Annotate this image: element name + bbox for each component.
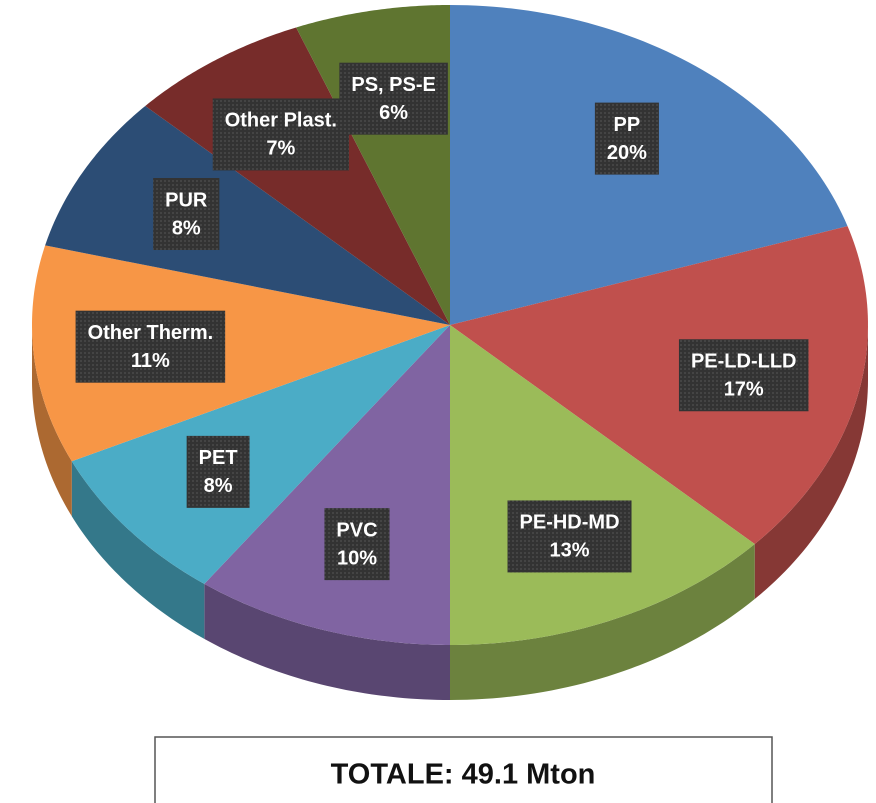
slice-label: PS, PS-E [351,74,435,96]
label-box [678,339,809,412]
pie-top [32,5,868,645]
label-box [594,102,659,175]
slice-value-label: 17% [724,379,764,401]
slice-value-label: 8% [204,475,233,497]
slice [45,105,451,326]
slice-label: PUR [165,189,208,211]
label-box [212,98,349,171]
slice-label: PE-HD-MD [520,512,620,534]
slice [71,325,451,584]
slice-value-label: 8% [172,217,201,239]
label-box [507,500,632,573]
slice [450,226,868,545]
slice-value-label: 7% [266,138,295,160]
slice-side [754,325,868,600]
slice-value-label: 20% [607,142,647,164]
slice-side [204,583,450,700]
slice-label: Other Therm. [88,322,214,344]
slice-label: PP [614,114,641,136]
label-box [186,435,250,508]
slice [32,245,450,462]
label-box [153,178,220,251]
slice-side [450,544,755,700]
slice-label: PVC [336,519,377,541]
slice-value-label: 10% [337,547,377,569]
slice-value-label: 13% [550,540,590,562]
slice-value-label: 11% [131,350,170,372]
label-box [75,310,226,383]
slice-labels: PP 20% PE-LD-LLD 17% PE-HD-MD 13% PVC 10% PET 8% O… [75,62,809,581]
pie-sides [32,325,868,700]
label-box [339,62,448,135]
slice-side [32,325,72,517]
slice-label: PET [199,447,238,469]
slice-label: Other Plast. [225,110,337,132]
slice-value-label: 6% [379,102,408,124]
slice-label: PE-LD-LLD [691,351,797,373]
title-box [154,736,773,803]
label-box [324,508,390,581]
slice-side [71,461,205,639]
chart-title: TOTALE: 49.1 Mton [331,759,596,791]
